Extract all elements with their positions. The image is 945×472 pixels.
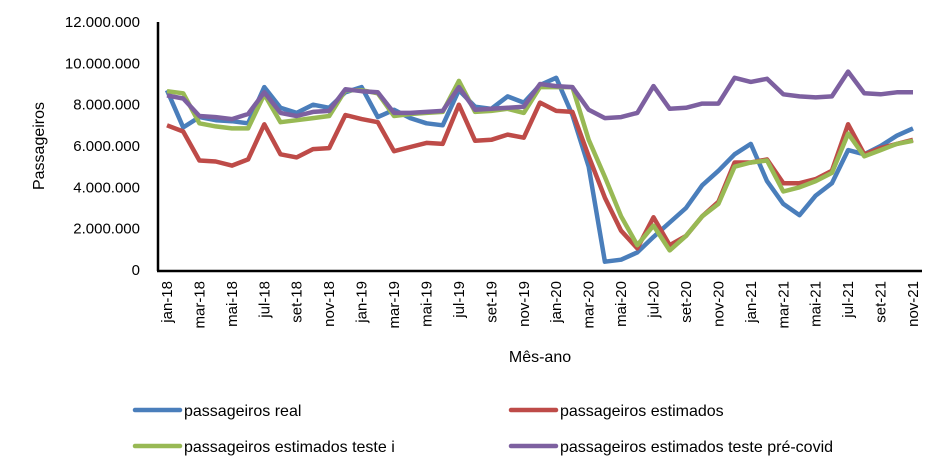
legend-label: passageiros estimados: [560, 403, 724, 420]
x-tick-label: mai-21: [808, 281, 825, 327]
legend-label: passageiros estimados teste pré-covid: [560, 439, 833, 456]
x-tick-label: nov-19: [516, 281, 533, 327]
y-tick-labels: 0 2.000.000 4.000.000 6.000.000 8.000.000 10.…: [65, 14, 140, 279]
legend-label: passageiros estimados teste i: [184, 439, 395, 456]
x-tick-label: nov-18: [321, 281, 338, 327]
x-tick-label: set-21: [873, 281, 890, 323]
y-tick-label: 4.000.000: [73, 179, 140, 196]
x-tick-label: jul-20: [646, 281, 663, 319]
y-tick-label: 12.000.000: [65, 14, 140, 31]
x-tick-label: jan-19: [354, 281, 371, 324]
y-tick-label: 0: [132, 262, 140, 279]
y-tick-label: 10.000.000: [65, 55, 140, 72]
series-layer: [164, 69, 914, 264]
x-tick-label: jul-18: [256, 281, 273, 319]
x-tick-label: jan-21: [743, 281, 760, 324]
x-tick-labels: jan-18 mar-18 mai-18 jul-18 set-18 nov-18 jan-…: [159, 281, 922, 329]
x-tick-label: nov-20: [710, 281, 727, 327]
x-tick-label: mai-19: [418, 281, 435, 327]
x-tick-label: mar-21: [775, 281, 792, 329]
legend: passageiros real passageiros estimados pas…: [132, 403, 833, 456]
series-line-4: [166, 69, 913, 122]
x-tick-label: set-18: [289, 281, 306, 323]
x-axis-title: Mês-ano: [509, 349, 571, 366]
y-tick-label: 2.000.000: [73, 221, 140, 238]
x-tick-label: jan-20: [548, 281, 565, 324]
x-tick-label: mai-18: [224, 281, 241, 327]
y-tick-label: 6.000.000: [73, 138, 140, 155]
series-line-2: [166, 100, 914, 251]
x-tick-label: set-19: [483, 281, 500, 323]
x-tick-label: mai-20: [613, 281, 630, 327]
x-tick-label: mar-19: [386, 281, 403, 329]
x-tick-label: mar-18: [191, 281, 208, 329]
x-tick-label: jan-18: [159, 281, 176, 324]
legend-label: passageiros real: [184, 403, 301, 420]
x-tick-label: jul-21: [840, 281, 857, 319]
x-tick-label: nov-21: [905, 281, 922, 327]
x-tick-label: jul-19: [451, 281, 468, 319]
y-axis-title: Passageiros: [31, 102, 48, 190]
y-tick-label: 8.000.000: [73, 97, 140, 114]
x-tick-label: set-20: [678, 281, 695, 323]
x-tick-label: mar-20: [581, 281, 598, 329]
